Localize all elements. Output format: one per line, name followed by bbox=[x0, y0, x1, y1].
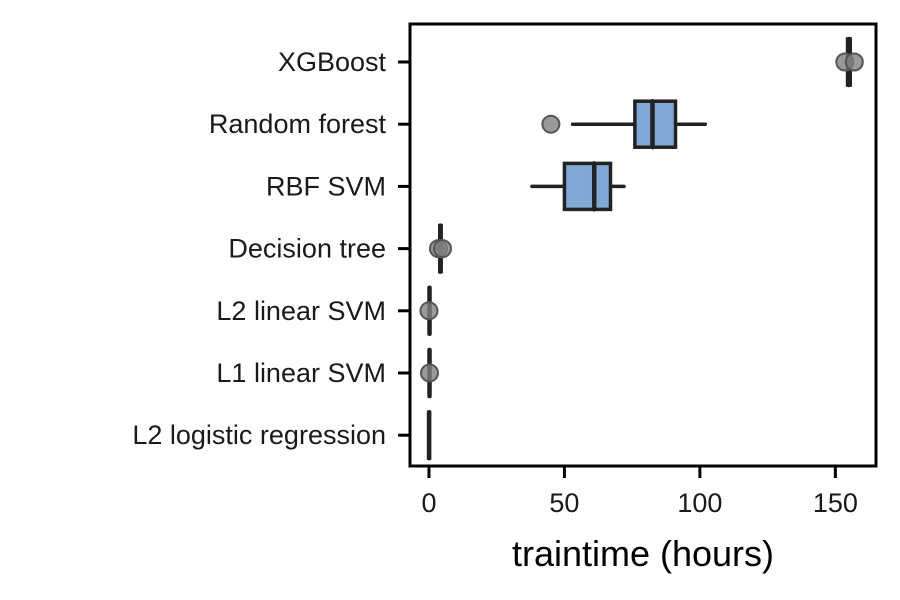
x-tick-label: 50 bbox=[549, 488, 579, 518]
y-tick-label: XGBoost bbox=[278, 47, 387, 77]
y-axis: XGBoost Random forest RBF SVM Decision tree… bbox=[132, 47, 410, 450]
box-group bbox=[428, 223, 453, 274]
box-group bbox=[541, 98, 708, 150]
x-axis: 0 50 100 150 bbox=[421, 466, 858, 518]
y-tick-label: L2 linear SVM bbox=[216, 296, 386, 326]
outlier-point bbox=[420, 363, 440, 383]
box-group bbox=[530, 161, 626, 212]
outlier-point bbox=[844, 52, 864, 72]
outlier-point bbox=[541, 114, 561, 134]
x-tick-label: 0 bbox=[421, 488, 436, 518]
y-tick-label: L1 linear SVM bbox=[216, 358, 386, 388]
box-group bbox=[419, 285, 439, 337]
box bbox=[562, 161, 613, 212]
x-axis-title: traintime (hours) bbox=[512, 533, 774, 574]
outlier-point bbox=[433, 239, 453, 259]
box bbox=[633, 99, 678, 149]
y-tick-label: RBF SVM bbox=[266, 171, 386, 201]
plot-frame bbox=[408, 22, 878, 468]
y-tick-label: L2 logistic regression bbox=[132, 420, 386, 450]
x-tick-label: 100 bbox=[677, 488, 722, 518]
outlier-point bbox=[419, 301, 439, 321]
box-group bbox=[835, 36, 864, 88]
plot-marks bbox=[419, 36, 864, 461]
box-group bbox=[420, 347, 440, 399]
box-group bbox=[426, 409, 432, 461]
y-tick-label: Decision tree bbox=[228, 234, 386, 264]
x-tick-label: 150 bbox=[813, 488, 858, 518]
y-tick-label: Random forest bbox=[209, 109, 387, 139]
